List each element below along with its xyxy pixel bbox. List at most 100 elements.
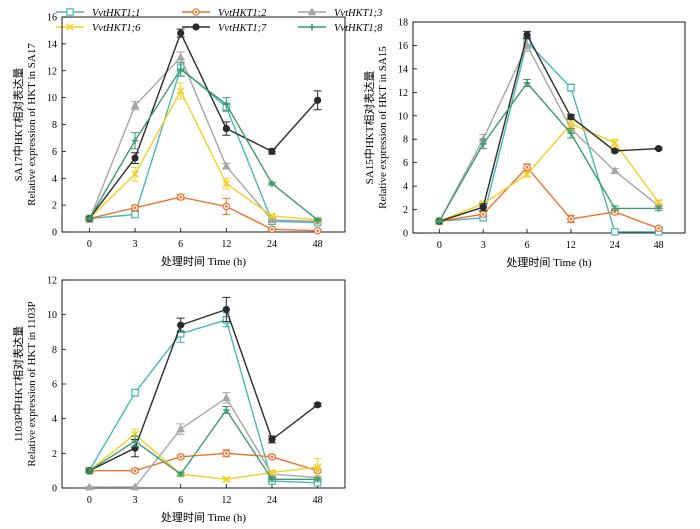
legend-item: VvtHKT1;1: [56, 8, 140, 19]
data-point: [313, 463, 322, 471]
y-axis-label-cn: 1103P中HKT相对表达量: [11, 326, 25, 442]
legend-item: VvtHKT1;6: [56, 23, 141, 34]
x-tick-label: 24: [267, 495, 277, 506]
marker-dot: [225, 452, 228, 455]
data-point: [176, 193, 185, 201]
data-point: [222, 393, 231, 402]
data-point: [176, 452, 185, 461]
series-vvthkt1-8: [85, 406, 322, 483]
legend-marker: [192, 23, 200, 31]
marker-dot: [270, 228, 274, 231]
series-line: [439, 123, 660, 222]
data-point: [131, 388, 139, 397]
data-point: [268, 435, 276, 444]
data-point: [222, 475, 231, 484]
data-point: [176, 424, 185, 433]
y-tick-label: 4: [403, 182, 408, 193]
series-vvthkt1-1: [85, 312, 322, 487]
y-tick-label: 0: [52, 228, 57, 239]
legend-marker: [192, 8, 200, 16]
data-point: [611, 147, 619, 155]
data-point: [313, 226, 322, 235]
data-point: [654, 224, 663, 233]
series-vvthkt1-7: [85, 28, 322, 223]
y-tick-label: 12: [47, 66, 57, 77]
series-line: [88, 32, 319, 220]
data-point: [177, 321, 185, 329]
x-axis-label: 处理时间 Time (h): [161, 255, 246, 268]
data-point: [86, 215, 93, 222]
series-vvthkt1-2: [435, 163, 663, 233]
marker-dot: [194, 10, 198, 14]
series-vvthkt1-8: [85, 62, 322, 224]
data-point: [611, 138, 619, 147]
x-tick-label: 48: [313, 495, 323, 506]
y-tick-label: 8: [403, 135, 408, 146]
y-tick-label: 10: [47, 310, 57, 321]
series-vvthkt1-1: [435, 36, 663, 236]
data-point: [222, 179, 231, 188]
x-tick-label: 3: [133, 495, 138, 506]
data-point: [268, 468, 276, 477]
series-line: [89, 397, 318, 488]
y-tick-label: 10: [398, 111, 408, 122]
x-tick-label: 0: [87, 239, 92, 250]
data-point: [314, 96, 322, 104]
y-tick-label: 6: [52, 147, 57, 158]
marker-dot: [225, 205, 228, 208]
data-point: [268, 180, 276, 187]
data-point: [479, 210, 487, 219]
data-point: [131, 137, 139, 144]
data-point: [567, 120, 575, 128]
x-tick-label: 6: [178, 239, 183, 250]
data-point: [523, 79, 531, 87]
x-tick-label: 0: [437, 240, 442, 251]
legend-label: VvtHKT1;6: [92, 23, 141, 34]
x-tick-label: 48: [313, 239, 323, 250]
data-point: [131, 154, 139, 162]
x-tick-label: 3: [133, 239, 138, 250]
y-tick-label: 4: [52, 414, 57, 425]
legend-label: VvtHKT1;2: [218, 8, 267, 19]
series-line: [89, 409, 318, 480]
series-line: [88, 56, 318, 222]
data-point: [314, 476, 321, 483]
y-tick-label: 4: [52, 174, 57, 185]
series-line: [439, 34, 659, 222]
series-vvthkt1-8: [435, 78, 663, 225]
marker-dot: [657, 227, 660, 230]
data-point: [131, 438, 139, 445]
data-point: [655, 145, 663, 153]
y-tick-label: 12: [398, 88, 408, 99]
x-tick-label: 12: [566, 240, 576, 251]
data-point: [436, 218, 443, 225]
legend-label: VvtHKT1;3: [334, 8, 382, 19]
data-point: [567, 215, 575, 223]
data-point: [177, 29, 185, 37]
data-point: [655, 205, 662, 212]
data-point: [268, 147, 276, 155]
y-axis-label-en: Relative expression of HKT in SA17: [26, 43, 38, 206]
data-point: [611, 228, 619, 236]
y-tick-label: 0: [52, 484, 57, 495]
data-point: [222, 124, 230, 133]
data-point: [523, 170, 531, 179]
y-tick-label: 10: [47, 93, 57, 104]
data-point: [176, 52, 185, 61]
x-tick-label: 24: [610, 240, 620, 251]
marker-dot: [316, 229, 319, 232]
data-point: [610, 166, 620, 175]
y-tick-label: 8: [52, 345, 57, 356]
series-line: [88, 68, 319, 221]
plot-frame: [61, 279, 346, 489]
legend-marker: [307, 7, 317, 16]
legend-marker: [66, 23, 74, 31]
legend-item: VvtHKT1;2: [182, 8, 267, 19]
y-tick-label: 6: [52, 380, 57, 391]
data-point: [654, 198, 663, 207]
data-point: [131, 204, 139, 212]
data-point: [222, 161, 231, 170]
data-point: [268, 225, 276, 234]
